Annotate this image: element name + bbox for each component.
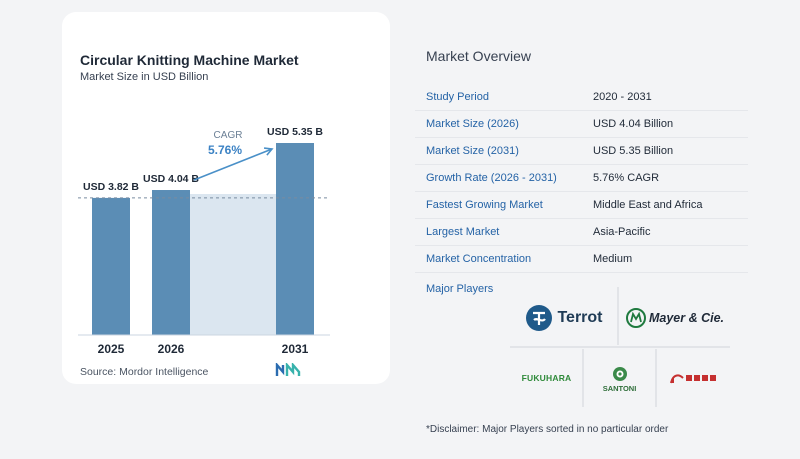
cagr-arrow-line (193, 148, 273, 181)
overview-row-key: Fastest Growing Market (426, 199, 543, 211)
overview-row-value: USD 4.04 Billion (593, 118, 674, 130)
growth-shade (190, 194, 276, 335)
disclaimer: *Disclaimer: Major Players sorted in no … (426, 424, 669, 435)
player-logo-mayer: Mayer & Cie. (620, 297, 730, 339)
pailung-icon (670, 374, 684, 384)
major-players-grid: Terrot Mayer & Cie. FUKUHARA SANTONI (510, 287, 730, 407)
overview-row-key: Largest Market (426, 226, 500, 238)
overview-row: Largest Market Asia-Pacific (415, 219, 748, 246)
terrot-icon (526, 305, 553, 331)
bar (92, 197, 130, 335)
overview-row-value: Middle East and Africa (593, 199, 703, 211)
data-label: USD 5.35 B (267, 126, 323, 138)
data-label: USD 4.04 B (143, 173, 199, 185)
players-grid-lines (510, 287, 730, 407)
overview-table: Study Period 2020 - 2031 Market Size (2026… (415, 84, 748, 273)
cagr-label: CAGR (214, 130, 243, 141)
overview-row: Market Size (2026) USD 4.04 Billion (415, 111, 748, 138)
x-tick-label: 2025 (98, 342, 125, 356)
cagr-arrow-head (263, 147, 274, 156)
data-label: USD 3.82 B (83, 181, 139, 193)
fukuhara-label: FUKUHARA (521, 373, 572, 383)
overview-row-key: Market Concentration (426, 253, 532, 265)
x-tick-label: 2026 (158, 342, 185, 356)
santoni-label: SANTONI (602, 383, 637, 393)
terrot-label: Terrot (557, 309, 603, 326)
chart-subtitle: Market Size in USD Billion (80, 71, 209, 83)
player-logo-terrot: Terrot (510, 297, 618, 339)
mordor-intelligence-logo (275, 363, 301, 376)
overview-row-key: Study Period (426, 91, 489, 103)
overview-row: Market Size (2031) USD 5.35 Billion (415, 138, 748, 165)
major-players-title: Major Players (426, 283, 494, 295)
overview-row: Growth Rate (2026 - 2031) 5.76% CAGR (415, 165, 748, 192)
x-tick-label: 2031 (282, 342, 309, 356)
mayer-icon (625, 308, 646, 328)
pailung-wordmark (686, 375, 716, 381)
cagr-value: 5.76% (208, 143, 242, 157)
bar (152, 190, 190, 335)
overview-row-value: 2020 - 2031 (593, 91, 652, 103)
santoni-icon (612, 366, 627, 381)
overview-row-key: Growth Rate (2026 - 2031) (426, 172, 557, 184)
overview-title: Market Overview (426, 48, 532, 64)
overview-row: Market Concentration Medium (415, 246, 748, 273)
mayer-label: Mayer & Cie. (648, 311, 725, 325)
overview-row-key: Market Size (2031) (426, 145, 519, 157)
overview-row-value: Asia-Pacific (593, 226, 651, 238)
bar-chart: USD 3.82 B USD 4.04 B USD 5.35 B 2025 2026 20… (78, 126, 330, 356)
overview-row-key: Market Size (2026) (426, 118, 519, 130)
overview-row: Fastest Growing Market Middle East and Af… (415, 192, 748, 219)
player-logo-santoni: SANTONI (583, 357, 656, 401)
player-logo-pailung (656, 363, 730, 393)
chart-source: Source: Mordor Intelligence (80, 366, 209, 378)
overview-row: Study Period 2020 - 2031 (415, 84, 748, 111)
bar (276, 143, 314, 335)
overview-row-value: Medium (593, 253, 633, 265)
player-logo-fukuhara: FUKUHARA (510, 363, 583, 393)
chart-title: Circular Knitting Machine Market (80, 52, 299, 68)
overview-row-value: 5.76% CAGR (593, 172, 660, 184)
overview-row-value: USD 5.35 Billion (593, 145, 674, 157)
